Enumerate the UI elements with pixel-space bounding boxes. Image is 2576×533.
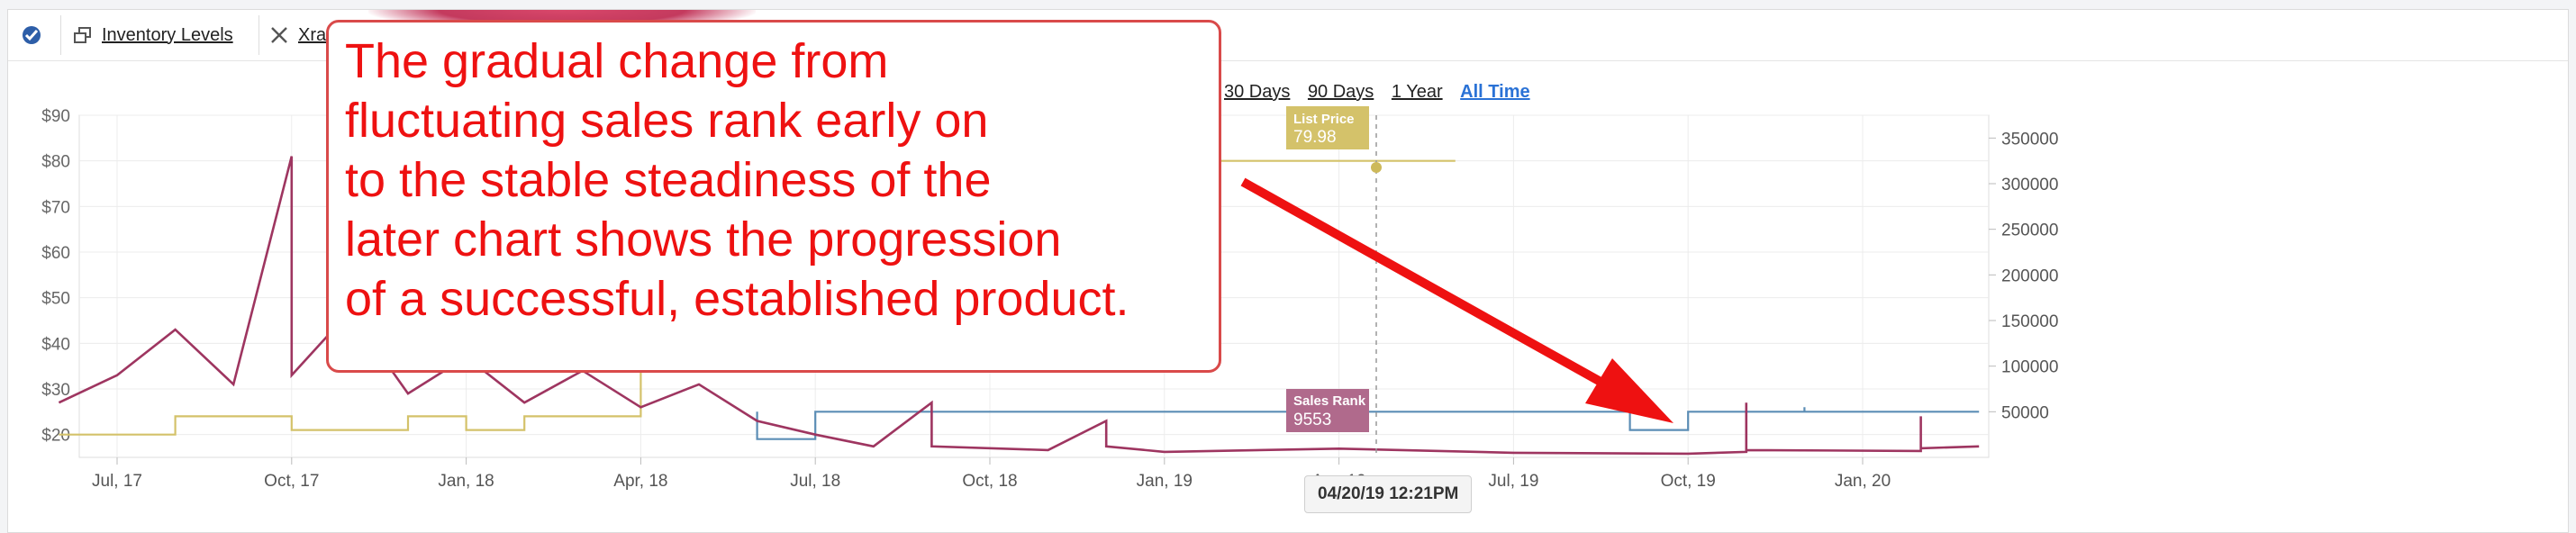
- callout-text: The gradual change from fluctuating sale…: [345, 34, 1129, 326]
- list-price-flag-label: List Price: [1293, 112, 1355, 127]
- annotation-arrow: [1240, 177, 1673, 423]
- x-tick-label: Oct, 19: [1661, 472, 1716, 491]
- series-list-price: [59, 159, 1456, 436]
- x-tick-label: Jan, 19: [1137, 472, 1193, 491]
- x-tick-label: Jan, 18: [438, 472, 494, 491]
- list-price-marker: [1371, 162, 1382, 173]
- y-left-tick-label: $40: [41, 335, 70, 354]
- window-restore-icon: [74, 27, 91, 43]
- y-left-tick-label: $80: [41, 153, 70, 172]
- x-axis: Jul, 17 Oct, 17 Jan, 18 Apr, 18 Jul, 18 Oct, …: [92, 457, 1891, 491]
- list-price-flag: List Price 79.98: [1286, 106, 1369, 149]
- y-left-tick-label: $20: [41, 427, 70, 446]
- tab-bar: Inventory Levels Xray: [8, 10, 2568, 61]
- y-right-tick-label: 250000: [2001, 221, 2058, 240]
- x-tick-label: Jan, 20: [1835, 472, 1891, 491]
- y-left-tick-label: $50: [41, 290, 70, 309]
- y-right-tick-label: 200000: [2001, 266, 2058, 285]
- annotation-callout: The gradual change from fluctuating sale…: [326, 20, 1221, 373]
- tab-label: Inventory Levels: [102, 24, 233, 45]
- tab-label: Xray: [298, 24, 336, 45]
- y-axis-right: 350000 300000 250000 200000 150000 100000 5000…: [1989, 130, 2058, 422]
- hover-date-label: 04/20/19 12:21PM: [1304, 475, 1473, 513]
- y-right-tick-label: 100000: [2001, 358, 2058, 377]
- y-left-tick-label: $70: [41, 198, 70, 217]
- x-tick-label: Apr, 18: [613, 472, 667, 491]
- x-tick-label: Jul, 17: [92, 472, 142, 491]
- range-1-year[interactable]: 1 Year: [1391, 82, 1443, 102]
- check-badge-icon: [23, 26, 41, 44]
- x-tick-label: Jul, 19: [1488, 472, 1538, 491]
- range-30-days[interactable]: 30 Days: [1224, 82, 1291, 102]
- tab-divider: [60, 15, 61, 55]
- range-90-days[interactable]: 90 Days: [1307, 82, 1374, 102]
- tab-inventory-levels[interactable]: Inventory Levels: [73, 10, 233, 60]
- close-icon: [271, 27, 287, 43]
- x-tick-label: Oct, 17: [264, 472, 319, 491]
- check-tab[interactable]: [21, 10, 42, 60]
- range-selector: 30 Days 90 Days 1 Year All Time: [1224, 82, 1543, 103]
- y-axis-left: $90 $80 $70 $60 $50 $40 $30 $20: [41, 107, 70, 446]
- x-tick-label: Jul, 18: [790, 472, 840, 491]
- y-left-tick-label: $30: [41, 381, 70, 400]
- y-right-tick-label: 50000: [2001, 403, 2049, 422]
- range-all-time[interactable]: All Time: [1460, 82, 1530, 102]
- x-tick-label: Oct, 18: [962, 472, 1017, 491]
- y-right-tick-label: 150000: [2001, 312, 2058, 331]
- series-amazon: [756, 407, 1980, 440]
- sales-rank-flag: Sales Rank 9553: [1286, 389, 1369, 432]
- sales-rank-flag-value: 9553: [1293, 411, 1331, 429]
- list-price-flag-value: 79.98: [1293, 128, 1337, 147]
- sales-rank-flag-label: Sales Rank: [1293, 393, 1366, 409]
- tab-xray[interactable]: Xray: [269, 10, 335, 60]
- series-layer: [58, 156, 1980, 456]
- y-right-tick-label: 300000: [2001, 176, 2058, 194]
- series-sales-rank: [58, 156, 1980, 456]
- y-right-tick-label: 350000: [2001, 130, 2058, 149]
- y-left-tick-label: $90: [41, 107, 70, 126]
- y-left-tick-label: $60: [41, 244, 70, 263]
